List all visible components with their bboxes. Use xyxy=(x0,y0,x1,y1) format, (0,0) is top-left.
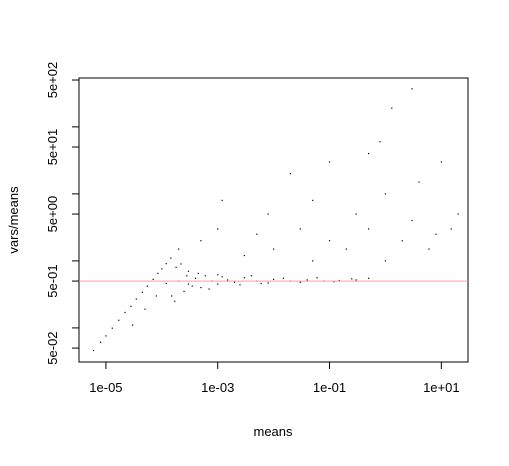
point xyxy=(267,282,269,284)
x-tick-label: 1e-05 xyxy=(89,380,122,395)
point xyxy=(328,161,331,163)
point xyxy=(131,324,134,326)
point xyxy=(239,284,241,286)
point xyxy=(180,263,182,265)
point xyxy=(178,248,180,250)
point xyxy=(355,279,357,281)
point xyxy=(130,305,132,307)
point xyxy=(267,213,269,215)
point xyxy=(221,276,223,278)
point xyxy=(171,295,173,297)
point xyxy=(391,107,393,109)
point xyxy=(111,327,113,329)
point xyxy=(273,278,275,280)
point xyxy=(411,219,413,222)
x-tick-label: 1e+01 xyxy=(423,380,460,395)
point xyxy=(146,285,148,287)
point xyxy=(256,233,258,235)
point xyxy=(170,257,172,259)
point xyxy=(157,272,159,275)
point xyxy=(165,263,167,265)
point xyxy=(250,275,252,277)
point xyxy=(191,285,193,287)
point xyxy=(367,277,370,279)
point xyxy=(384,260,387,262)
point xyxy=(355,213,357,215)
point xyxy=(328,240,331,242)
point xyxy=(312,199,314,201)
point xyxy=(367,228,370,230)
point xyxy=(221,199,223,201)
point xyxy=(351,278,353,280)
point xyxy=(226,279,229,281)
x-tick-label: 1e-01 xyxy=(313,380,346,395)
point xyxy=(428,248,430,250)
y-tick-label: 5e+01 xyxy=(45,129,60,166)
point xyxy=(312,260,314,262)
point xyxy=(118,319,120,321)
point xyxy=(233,281,236,283)
point xyxy=(243,277,245,279)
y-tick-label: 5e-01 xyxy=(45,264,60,297)
point xyxy=(135,298,137,300)
point xyxy=(457,213,459,215)
point xyxy=(418,181,420,183)
point xyxy=(187,283,190,285)
point xyxy=(174,300,176,302)
point xyxy=(186,275,188,277)
point xyxy=(338,279,340,282)
point xyxy=(105,335,107,337)
point xyxy=(204,275,206,277)
point xyxy=(243,254,245,257)
point xyxy=(200,240,202,242)
point xyxy=(289,173,292,175)
point xyxy=(435,233,437,235)
x-tick-label: 1e-03 xyxy=(201,380,234,395)
point xyxy=(333,281,335,283)
point xyxy=(217,274,219,276)
point xyxy=(155,295,158,297)
point xyxy=(260,282,262,285)
point xyxy=(384,193,387,195)
point xyxy=(187,270,190,272)
point xyxy=(379,141,381,143)
point xyxy=(197,272,199,275)
y-axis-label: vars/means xyxy=(6,186,21,254)
point xyxy=(208,288,210,290)
point xyxy=(141,291,144,293)
point xyxy=(316,277,318,279)
point xyxy=(152,278,154,280)
plot-frame xyxy=(78,77,469,363)
point xyxy=(345,248,347,250)
point xyxy=(124,311,126,314)
point xyxy=(217,283,219,285)
point xyxy=(194,277,197,279)
x-axis-label: means xyxy=(253,424,293,439)
point xyxy=(183,290,185,293)
point xyxy=(401,240,403,242)
point xyxy=(165,282,167,285)
point xyxy=(299,228,301,230)
point xyxy=(217,228,219,230)
point xyxy=(161,268,163,270)
y-tick-label: 5e+00 xyxy=(45,196,60,233)
point xyxy=(200,286,202,289)
point xyxy=(92,349,95,352)
point xyxy=(282,277,285,279)
point xyxy=(144,308,146,310)
point xyxy=(411,88,413,90)
point xyxy=(273,248,275,250)
point xyxy=(306,279,308,281)
point xyxy=(299,281,301,283)
y-tick-label: 5e+02 xyxy=(45,62,60,99)
y-tick-label: 5e-02 xyxy=(45,331,60,364)
point xyxy=(367,152,370,155)
point xyxy=(175,266,177,268)
point xyxy=(99,341,102,343)
point xyxy=(450,228,452,230)
point xyxy=(440,161,442,163)
